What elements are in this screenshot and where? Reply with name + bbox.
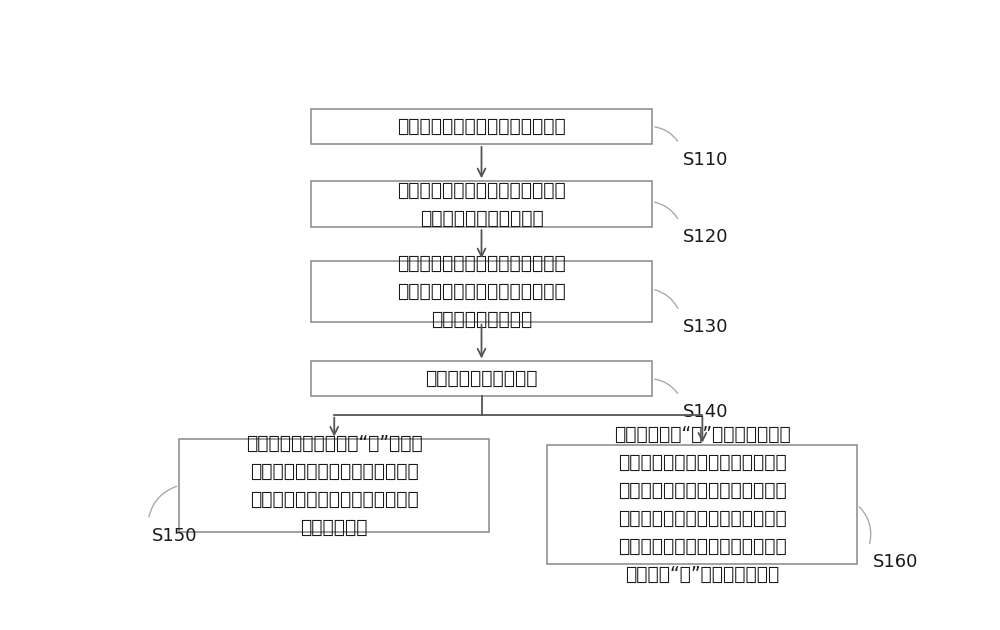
Text: S140: S140 (683, 403, 728, 421)
Text: 当观看者的反馈信息为“是”时，控
制所述目标区域按照与显示面板所
在的环境的亮度对应的预设的显示
参数进行显示: 当观看者的反馈信息为“是”时，控 制所述目标区域按照与显示面板所 在的环境的亮度… (246, 434, 423, 537)
Text: 确定显示面板上的目标区域的位置: 确定显示面板上的目标区域的位置 (397, 117, 566, 136)
FancyBboxPatch shape (179, 440, 489, 532)
Text: S120: S120 (683, 229, 728, 246)
FancyBboxPatch shape (311, 109, 652, 144)
Text: S110: S110 (683, 151, 728, 169)
FancyBboxPatch shape (311, 261, 652, 322)
Text: S130: S130 (683, 318, 728, 336)
FancyBboxPatch shape (547, 445, 857, 564)
Text: 每收到一次为“否”的观看者的反馈
信息，生成一次调节显示参数，并
在目标区域以外的区域的一部分按
照所述调节显示参数进行显示，并
继续接收观看者的反馈信息，直至: 每收到一次为“否”的观看者的反馈 信息，生成一次调节显示参数，并 在目标区域以外… (614, 425, 791, 585)
Text: 检测目标区域的当前显示参数以及
显示面板所在环境的亮度: 检测目标区域的当前显示参数以及 显示面板所在环境的亮度 (397, 181, 566, 227)
Text: 控制显示面板的反馈区按照与显示
面板所在的环境的亮度对应的预设
的显示参数进行显示: 控制显示面板的反馈区按照与显示 面板所在的环境的亮度对应的预设 的显示参数进行显… (397, 254, 566, 329)
FancyBboxPatch shape (311, 362, 652, 396)
Text: 接收观看者的反馈信息: 接收观看者的反馈信息 (425, 369, 538, 388)
Text: S160: S160 (873, 553, 918, 571)
Text: S150: S150 (152, 527, 198, 545)
FancyBboxPatch shape (311, 181, 652, 227)
